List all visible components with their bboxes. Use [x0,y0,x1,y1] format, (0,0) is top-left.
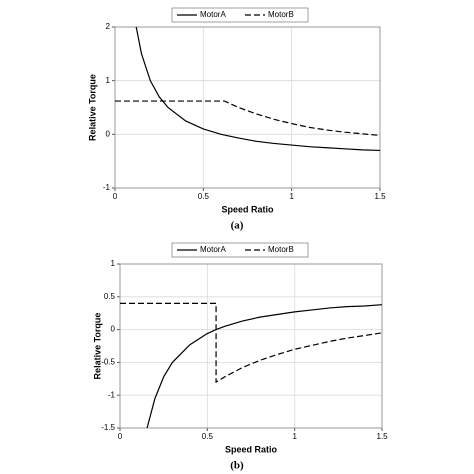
x-tick-label: 0.5 [202,432,214,441]
y-tick-label: -1.5 [101,423,115,432]
y-tick-label: 1 [106,76,111,85]
y-axis-title: Relative Torque [92,313,102,380]
plot-area [115,27,380,188]
y-tick-label: 0 [111,325,116,334]
y-tick-label: 0.5 [104,292,116,301]
x-tick-label: 1.5 [374,192,386,201]
legend-box [171,242,309,258]
legend-label: MotorB [268,10,294,19]
x-tick-label: 0 [118,432,123,441]
plot-frame [119,263,383,429]
x-tick-label: 0.5 [198,192,210,201]
legend-label: MotorA [200,10,226,19]
y-tick-label: -1 [103,183,111,192]
x-tick-label: 1 [292,432,297,441]
x-axis-title: Speed Ratio [221,204,274,214]
series-line [146,304,382,428]
x-tick-label: 1.5 [376,432,388,441]
x-axis-title: Speed Ratio [225,444,278,454]
y-tick-label: -1 [108,390,116,399]
x-tick-label: 0 [113,192,118,201]
caption: (a) [231,220,244,232]
y-tick-label: 1 [111,259,116,268]
y-axis-title: Relative Torque [87,74,97,141]
y-tick-label: 0 [106,129,111,138]
y-tick-label: 2 [106,22,111,31]
legend-box [171,7,309,23]
plot-frame [114,26,381,189]
y-tick-label: -0.5 [101,358,115,367]
series-line [135,27,380,152]
series-line [120,302,382,384]
x-tick-label: 1 [289,192,294,201]
legend-label: MotorB [268,245,294,254]
series-line [115,100,380,137]
caption: (b) [230,460,244,472]
plot-area [120,264,382,428]
legend-label: MotorA [200,245,226,254]
